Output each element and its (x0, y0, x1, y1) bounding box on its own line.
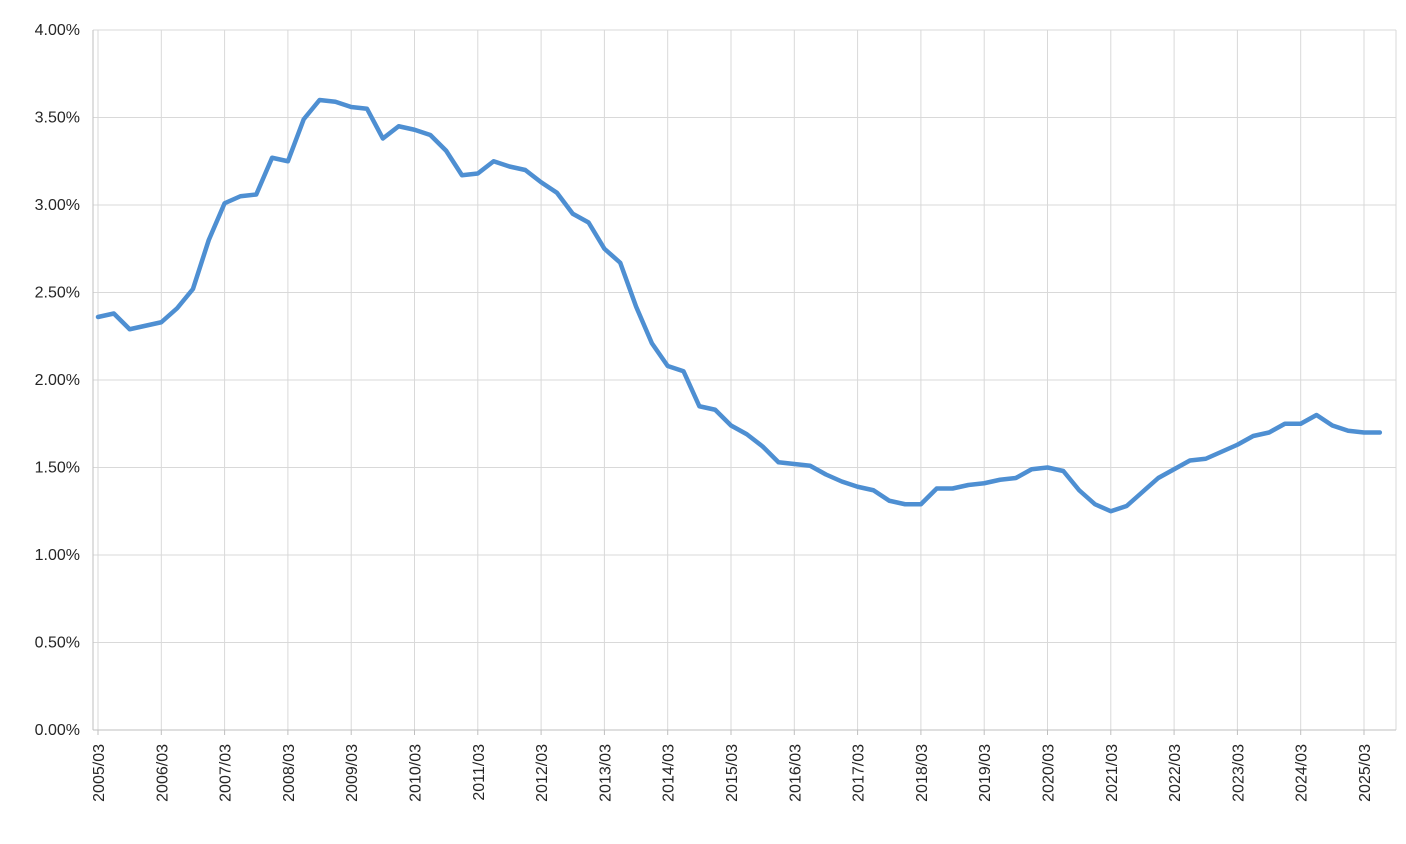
y-axis-tick-label: 2.50% (35, 285, 80, 302)
x-axis-tick-label: 2014/03 (661, 744, 678, 802)
y-axis-tick-label: 0.00% (35, 722, 80, 739)
x-axis-tick-label: 2019/03 (977, 744, 994, 802)
x-axis-tick-label: 2013/03 (597, 744, 614, 802)
x-axis-tick-label: 2005/03 (91, 744, 108, 802)
y-axis-tick-label: 0.50% (35, 635, 80, 652)
x-axis-tick-label: 2011/03 (471, 744, 488, 801)
x-axis-tick-label: 2009/03 (344, 744, 361, 802)
x-axis-tick-label: 2023/03 (1230, 744, 1247, 802)
x-axis-tick-label: 2007/03 (218, 744, 235, 802)
y-axis-tick-label: 3.50% (35, 110, 80, 127)
x-axis-tick-label: 2020/03 (1041, 744, 1058, 802)
x-axis-tick-label: 2021/03 (1104, 744, 1121, 802)
y-axis-tick-label: 3.00% (35, 197, 80, 214)
x-axis-tick-label: 2010/03 (408, 744, 425, 802)
x-axis-tick-label: 2025/03 (1357, 744, 1374, 802)
y-axis-tick-label: 1.00% (35, 547, 80, 564)
x-axis-tick-label: 2018/03 (914, 744, 931, 802)
y-axis-tick-label: 4.00% (35, 22, 80, 39)
gridlines (93, 29, 1397, 730)
axis-labels: 0.00% 0.50% 1.00% 1.50% 2.00% 2.50% 3.00% 3.50%… (35, 22, 1374, 802)
x-axis-tick-label: 2006/03 (154, 744, 171, 802)
x-axis-tick-label: 2008/03 (281, 744, 298, 802)
axes (92, 30, 1396, 735)
x-axis-tick-label: 2017/03 (851, 744, 868, 802)
x-axis-tick-label: 2024/03 (1294, 744, 1311, 802)
x-axis-tick-label: 2015/03 (724, 744, 741, 802)
y-axis-tick-label: 2.00% (35, 372, 80, 389)
x-axis-tick-label: 2016/03 (787, 744, 804, 802)
line-series (95, 97, 1383, 514)
y-axis-tick-label: 1.50% (35, 460, 80, 477)
x-axis-tick-label: 2012/03 (534, 744, 551, 802)
x-axis-tick-label: 2022/03 (1167, 744, 1184, 802)
